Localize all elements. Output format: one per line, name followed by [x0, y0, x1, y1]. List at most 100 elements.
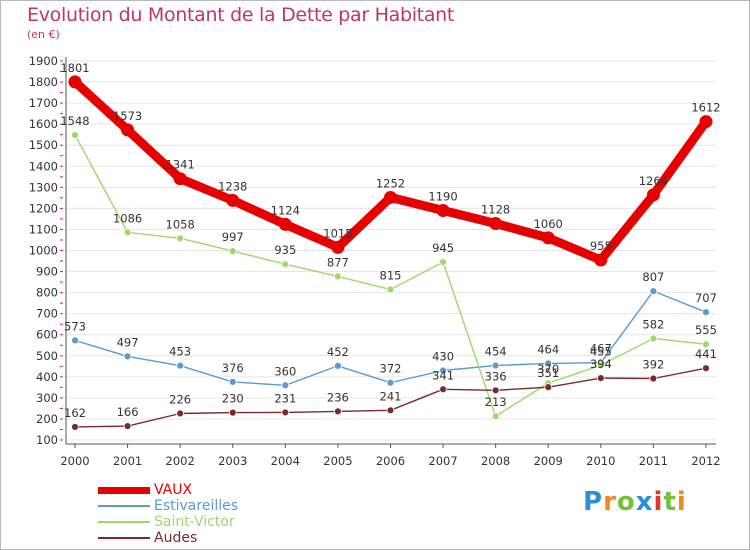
data-point	[331, 240, 345, 254]
data-point	[702, 364, 710, 373]
data-point	[173, 172, 187, 186]
data-label: 582	[642, 318, 664, 332]
data-point	[176, 234, 185, 243]
data-label: 370	[537, 362, 559, 376]
data-label: 241	[380, 389, 402, 403]
data-point	[436, 203, 450, 217]
y-tick-label: 700	[36, 307, 58, 321]
y-tick-label: 900	[36, 265, 58, 279]
data-point	[649, 374, 658, 383]
x-tick-label: 2010	[586, 454, 615, 468]
data-point	[491, 386, 500, 395]
x-tick-label: 2002	[166, 454, 195, 468]
data-point	[439, 258, 447, 266]
data-label: 455	[590, 344, 612, 358]
logo-letter: r	[603, 487, 617, 517]
data-point	[281, 408, 290, 417]
data-label: 213	[485, 395, 507, 409]
data-label: 231	[274, 391, 296, 405]
logo-letter: P	[583, 487, 604, 517]
x-tick-label: 2005	[323, 454, 352, 468]
data-point	[228, 408, 237, 417]
data-label: 573	[64, 319, 86, 333]
data-label: 351	[537, 366, 559, 380]
legend-swatch	[98, 537, 150, 539]
x-tick-label: 2004	[271, 454, 300, 468]
y-tick-label: 300	[36, 391, 58, 405]
y-tick-label: 1400	[29, 159, 58, 173]
chart-subtitle: (en €)	[27, 28, 60, 41]
data-point	[596, 374, 605, 382]
legend-label: Saint-Victor	[154, 514, 235, 530]
data-label: 341	[432, 368, 454, 382]
data-point	[123, 352, 132, 361]
data-point	[333, 407, 342, 416]
data-point	[333, 272, 342, 281]
legend-item: Audes	[98, 530, 298, 546]
data-point	[176, 409, 185, 418]
legend-swatch	[98, 486, 150, 494]
data-label: 1341	[166, 158, 195, 172]
data-label: 997	[222, 230, 244, 244]
y-tick-label: 800	[36, 286, 58, 300]
data-label: 877	[327, 255, 349, 269]
data-label: 945	[432, 241, 454, 255]
x-tick-label: 2000	[60, 454, 89, 468]
data-point	[71, 131, 79, 140]
data-label: 1612	[691, 101, 720, 115]
data-point	[544, 359, 553, 368]
x-tick-label: 2001	[113, 454, 142, 468]
proxiti-logo: Proxiti	[583, 487, 687, 517]
logo-letter: i	[653, 487, 664, 517]
data-label: 707	[695, 291, 717, 305]
legend-label: Audes	[154, 530, 198, 546]
data-label: 1128	[481, 203, 510, 217]
data-label: 336	[485, 369, 507, 383]
data-label: 162	[64, 406, 86, 420]
data-point	[646, 188, 660, 202]
legend-item: VAUX	[98, 482, 298, 498]
legend-item: Estivareilles	[98, 498, 298, 514]
data-point	[544, 383, 553, 392]
y-tick-label: 1000	[29, 244, 58, 258]
chart-title: Evolution du Montant de la Dette par Hab…	[27, 4, 455, 26]
data-label: 497	[117, 335, 139, 349]
data-label: 1548	[60, 114, 89, 128]
data-point	[71, 336, 79, 345]
data-point	[439, 366, 447, 375]
data-label: 1190	[428, 189, 457, 203]
y-tick-label: 400	[36, 370, 58, 384]
data-point	[491, 361, 500, 370]
data-label: 360	[274, 364, 296, 378]
data-label: 464	[537, 342, 559, 356]
x-tick-label: 2009	[534, 454, 563, 468]
y-tick-label: 200	[36, 412, 58, 426]
data-label: 1124	[271, 203, 300, 217]
data-point	[123, 228, 132, 237]
data-label: 226	[169, 392, 191, 406]
y-tick-label: 100	[36, 433, 58, 447]
legend-label: VAUX	[154, 482, 193, 498]
data-label: 1058	[166, 217, 195, 231]
data-label: 236	[327, 390, 349, 404]
data-label: 467	[590, 342, 612, 356]
data-point	[541, 231, 555, 245]
legend-item: Saint-Victor	[98, 514, 298, 530]
data-label: 935	[274, 243, 296, 257]
data-label: 230	[222, 392, 244, 406]
y-tick-label: 1800	[29, 75, 58, 89]
data-label: 555	[695, 323, 717, 337]
legend-swatch	[98, 505, 150, 507]
data-label: 1238	[218, 179, 247, 193]
data-label: 1801	[60, 61, 89, 75]
chart-legend: VAUX Estivareilles Saint-Victor Audes	[98, 482, 298, 546]
data-point	[281, 381, 290, 390]
data-label: 807	[642, 270, 664, 284]
data-point	[386, 406, 395, 415]
data-label: 454	[485, 344, 507, 358]
logo-letter: o	[616, 487, 636, 517]
data-point	[596, 361, 605, 370]
y-tick-label: 1200	[29, 201, 58, 215]
data-point	[121, 123, 135, 137]
